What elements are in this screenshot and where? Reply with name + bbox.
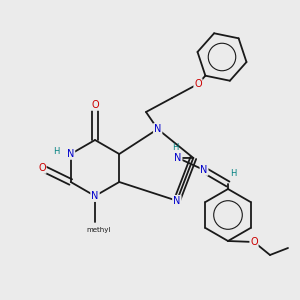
Text: N: N — [200, 165, 208, 175]
Text: N: N — [67, 149, 74, 159]
Text: N: N — [173, 196, 181, 206]
Text: H: H — [172, 143, 178, 152]
Text: O: O — [250, 237, 258, 247]
Text: N: N — [173, 196, 181, 206]
Text: methyl: methyl — [87, 227, 111, 233]
Text: H: H — [54, 148, 60, 157]
Text: O: O — [194, 79, 202, 89]
Text: N: N — [154, 124, 161, 134]
Text: H: H — [230, 169, 236, 178]
Text: N: N — [154, 124, 161, 134]
Text: O: O — [91, 100, 99, 110]
Text: N: N — [91, 191, 99, 201]
Text: O: O — [38, 163, 46, 173]
Text: N: N — [91, 191, 99, 201]
Text: N: N — [174, 153, 182, 163]
